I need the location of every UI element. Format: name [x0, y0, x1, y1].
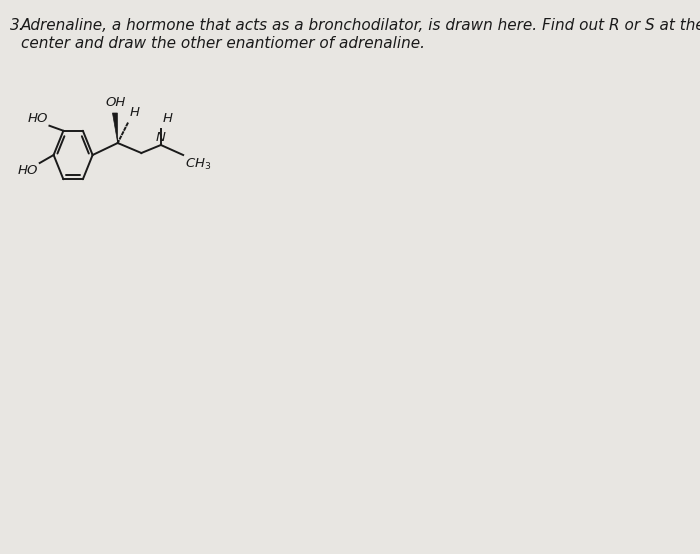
- Text: N: N: [156, 131, 166, 144]
- Text: H: H: [130, 106, 139, 119]
- Text: HO: HO: [18, 164, 38, 177]
- Text: OH: OH: [105, 96, 125, 109]
- Text: center and draw the other enantiomer of adrenaline.: center and draw the other enantiomer of …: [21, 36, 425, 51]
- Text: HO: HO: [28, 112, 48, 125]
- Text: H: H: [163, 112, 173, 125]
- Polygon shape: [113, 113, 118, 143]
- Text: 3.: 3.: [10, 18, 25, 33]
- Text: Adrenaline, a hormone that acts as a bronchodilator, is drawn here. Find out R o: Adrenaline, a hormone that acts as a bro…: [21, 18, 700, 33]
- Text: CH$_3$: CH$_3$: [185, 157, 211, 172]
